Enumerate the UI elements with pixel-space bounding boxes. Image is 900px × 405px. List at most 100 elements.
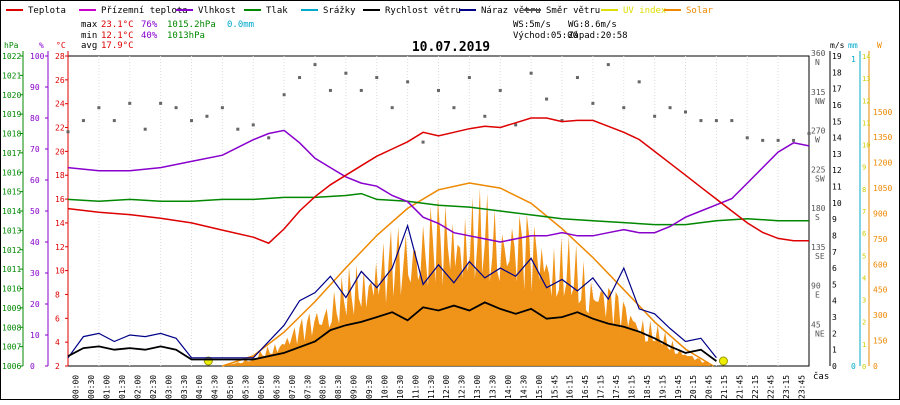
- wind-direction-point: [684, 110, 687, 114]
- time-label: 15:00: [535, 375, 544, 399]
- tick-label-pct: 10: [30, 331, 40, 340]
- wind-direction-point: [390, 106, 394, 110]
- tick-label-hpa: 1019: [2, 110, 21, 119]
- wind-direction-point: [406, 80, 410, 84]
- wind-direction-point: [529, 71, 533, 75]
- wind-direction-point: [112, 119, 116, 123]
- legend-label: Náraz větru: [481, 6, 541, 16]
- wind-direction-point: [328, 88, 332, 92]
- time-label: 05:30: [242, 375, 251, 399]
- tick-label-dir-name: SW: [815, 174, 825, 183]
- tick-label-hpa: 1006: [2, 362, 21, 371]
- time-label: 22:45: [766, 375, 775, 399]
- tick-label-c: 26: [55, 76, 65, 85]
- tick-label-hpa: 1011: [2, 265, 21, 274]
- legend-label: Přízemní teplota: [101, 6, 188, 16]
- time-label: 13:30: [489, 375, 498, 399]
- legend-label: Solar: [686, 6, 714, 16]
- wind-direction-point: [421, 140, 425, 144]
- tick-label-pct: 40: [30, 238, 40, 247]
- tick-label-ms: 6: [832, 264, 837, 273]
- tick-label-dir: 45: [811, 320, 821, 329]
- time-label: 14:00: [504, 375, 513, 399]
- time-label: 02:00: [133, 375, 142, 399]
- tick-label-pct: 90: [30, 83, 40, 92]
- stat-max-label: max: [81, 20, 98, 30]
- tick-label-uv: 3: [862, 297, 866, 305]
- wind-direction-point: [653, 114, 657, 118]
- tick-label-pct: 30: [30, 269, 40, 278]
- wind-direction-point: [776, 138, 780, 142]
- tick-label-ms: 0: [832, 362, 837, 371]
- tick-label-ms: 12: [832, 166, 842, 175]
- tick-label-ms: 3: [832, 313, 837, 322]
- tick-label-c: 6: [55, 314, 60, 323]
- wind-direction-point: [745, 136, 749, 140]
- tick-label-ms: 13: [832, 150, 842, 159]
- sunset-marker: [718, 356, 728, 366]
- time-label: 04:30: [211, 375, 220, 399]
- tick-label-w: 1500: [873, 108, 892, 117]
- wind-direction-point: [205, 114, 209, 118]
- wind-direction-point: [467, 76, 471, 80]
- tick-label-pct: 60: [30, 176, 40, 185]
- tick-label-ms: 1: [832, 346, 837, 355]
- tick-label-ms: 16: [832, 101, 842, 110]
- chart-title: 10.07.2019: [412, 40, 490, 55]
- time-label: 03:30: [180, 375, 189, 399]
- time-label: 06:30: [272, 375, 281, 399]
- series-line-rychlost-větru: [67, 301, 717, 362]
- wind-direction-point: [375, 76, 379, 80]
- tick-label-pct: 70: [30, 145, 40, 154]
- time-label: 08:30: [334, 375, 343, 399]
- wind-direction-point: [174, 106, 178, 110]
- wind-direction-point: [483, 114, 487, 118]
- time-label: 18:45: [643, 375, 652, 399]
- tick-label-hpa: 1016: [2, 168, 21, 177]
- time-label: 12:30: [458, 375, 467, 399]
- tick-label-ms: 15: [832, 117, 842, 126]
- wind-direction-point: [668, 106, 672, 110]
- wind-direction-point: [236, 127, 240, 131]
- wind-direction-point: [220, 106, 224, 110]
- time-label: 06:00: [257, 375, 266, 399]
- tick-label-pct: 100: [30, 52, 45, 61]
- tick-label-uv: 6: [862, 230, 866, 238]
- tick-label-hpa: 1013: [2, 226, 21, 235]
- tick-label-hpa: 1018: [2, 130, 21, 139]
- time-label: 16:15: [566, 375, 575, 399]
- tick-label-ms: 14: [832, 134, 842, 143]
- tick-label-c: 18: [55, 171, 65, 180]
- wind-direction-point: [498, 88, 502, 92]
- tick-label-ms: 5: [832, 280, 837, 289]
- time-label: 12:00: [442, 375, 451, 399]
- time-label: 17:15: [597, 375, 606, 399]
- tick-label-uv: 12: [862, 97, 870, 105]
- time-label: 00:30: [87, 375, 96, 399]
- tick-label-hpa: 1021: [2, 71, 21, 80]
- time-label: 11:00: [411, 375, 420, 399]
- time-label: 17:45: [612, 375, 621, 399]
- stat-sunrise: Východ:05:00: [513, 31, 578, 41]
- stat-min-label: min: [81, 31, 97, 41]
- stat-max-press: 1015.2hPa: [167, 20, 216, 30]
- wind-direction-point: [251, 123, 255, 127]
- tick-label-hpa: 1008: [2, 323, 21, 332]
- tick-label-ms: 10: [832, 199, 842, 208]
- time-label: 21:15: [720, 375, 729, 399]
- wind-direction-point: [792, 138, 796, 142]
- tick-label-ms: 4: [832, 297, 837, 306]
- tick-label-c: 2: [55, 362, 60, 371]
- wind-direction-point: [313, 63, 317, 67]
- time-label: 05:00: [226, 375, 235, 399]
- tick-label-dir-name: NE: [815, 329, 825, 338]
- wind-direction-point: [190, 119, 193, 123]
- tick-label-dir: 90: [811, 282, 821, 291]
- tick-label-hpa: 1007: [2, 343, 21, 352]
- time-axis-labels: 00:00 00:30 01:00 01:30 02:00 02:30 03:00 03:30…: [72, 375, 807, 399]
- time-label: 21:45: [736, 375, 745, 399]
- tick-label-ms: 19: [832, 52, 842, 61]
- time-label: 01:30: [118, 375, 127, 399]
- time-label: 20:45: [705, 375, 714, 399]
